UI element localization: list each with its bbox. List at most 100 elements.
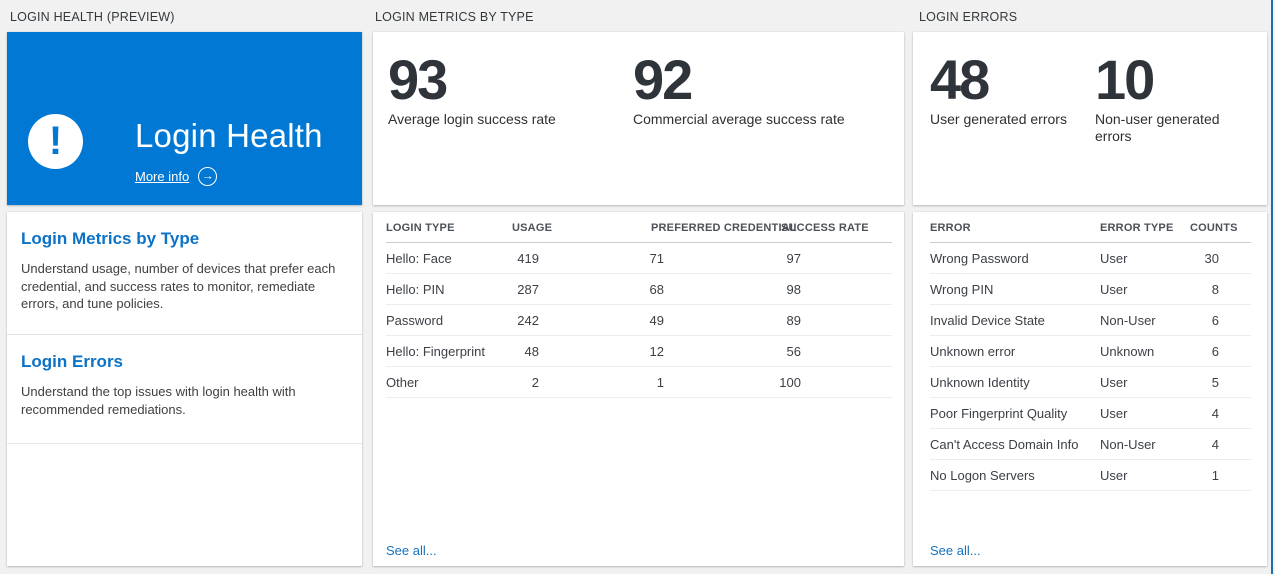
part-header-login-errors: LOGIN ERRORS [919,10,1018,24]
section-title: Login Metrics by Type [21,229,200,248]
errors-table-row: Unknown Identity User 5 [930,367,1251,398]
errors-table-row: Invalid Device State Non-User 6 [930,305,1251,336]
cell-error: Wrong PIN [930,281,994,297]
stat-average-success: 93 Average login success rate [388,48,556,128]
stat-value: 10 [1095,48,1155,111]
cell-preferred-credential: 68 [649,281,664,297]
cell-error-type: User [1100,281,1128,297]
stat-label: Average login success rate [388,111,556,127]
cell-login-type: Hello: PIN [386,281,445,297]
cell-usage: 242 [517,312,539,328]
errors-table-row: No Logon Servers User 1 [930,460,1251,491]
errors-table-row: Wrong Password User 30 [930,243,1251,274]
cell-usage: 287 [517,281,539,297]
errors-table-row: Poor Fingerprint Quality User 4 [930,398,1251,429]
section-description: Understand the top issues with login hea… [21,384,296,417]
cell-login-type: Password [386,312,444,328]
cell-error-type: User [1100,467,1128,483]
metrics-table-row: Hello: Face 419 71 97 [386,243,892,274]
cell-success-rate: 56 [786,343,801,359]
errors-table-row: Unknown error Unknown 6 [930,336,1251,367]
metrics-table-body: Hello: Face 419 71 97 Hello: PIN 287 68 … [386,243,892,398]
cell-usage: 419 [517,250,539,266]
see-all-link-errors[interactable]: See all... [930,543,981,558]
metrics-table-row: Hello: Fingerprint 48 12 56 [386,336,892,367]
cell-login-type: Hello: Face [386,250,452,266]
cell-success-rate: 98 [786,281,801,297]
login-errors-table-card: ERROR ERROR TYPE COUNTS Wrong Password U… [913,212,1267,566]
cell-error: Invalid Device State [930,312,1045,328]
errors-table-header-row: ERROR ERROR TYPE COUNTS [930,212,1251,243]
metrics-table-header-row: LOGIN TYPE USAGE PREFERRED CREDENTIAL SU… [386,212,892,243]
health-descriptions-card: Login Metrics by Type Understand usage, … [7,212,362,566]
section-description: Understand usage, number of devices that… [21,261,336,311]
errors-table-body: Wrong Password User 30 Wrong PIN User 8 … [930,243,1251,491]
header-cell-error: ERROR [930,222,971,234]
header-cell-error-type: ERROR TYPE [1100,222,1174,234]
exclamation-glyph: ! [48,118,63,163]
cell-preferred-credential: 12 [649,343,664,359]
cell-counts: 30 [1204,250,1219,266]
cell-error-type: Non-User [1100,312,1156,328]
header-cell-success-rate: SUCCESS RATE [781,222,869,234]
cell-counts: 5 [1211,374,1219,390]
stat-value: 92 [633,48,693,111]
stat-label: Non-user generated errors [1095,111,1220,144]
cell-counts: 8 [1211,281,1219,297]
cell-error: Unknown error [930,343,1016,359]
section-title: Login Errors [21,352,124,371]
part-header-login-metrics: LOGIN METRICS BY TYPE [375,10,534,24]
metrics-table-row: Other 2 1 100 [386,367,892,398]
cell-error-type: Unknown [1100,343,1155,359]
cell-error: Can't Access Domain Info [930,436,1079,452]
header-cell-usage: USAGE [512,222,553,234]
login-metrics-table-card: LOGIN TYPE USAGE PREFERRED CREDENTIAL SU… [373,212,904,566]
header-cell-login-type: LOGIN TYPE [386,222,455,234]
header-cell-preferred-credential: PREFERRED CREDENTIAL [651,222,797,234]
section-login-metrics[interactable]: Login Metrics by Type Understand usage, … [7,212,362,335]
login-metrics-stats-card: 93 Average login success rate 92 Commerc… [373,32,904,205]
cell-success-rate: 89 [786,312,801,328]
stat-commercial-success: 92 Commercial average success rate [633,48,845,128]
errors-table-row: Can't Access Domain Info Non-User 4 [930,429,1251,460]
stat-label: Commercial average success rate [633,111,845,127]
cell-error-type: User [1100,405,1128,421]
cell-usage: 48 [524,343,539,359]
cell-login-type: Hello: Fingerprint [386,343,485,359]
cell-preferred-credential: 71 [649,250,664,266]
cell-error-type: Non-User [1100,436,1156,452]
login-health-tile[interactable]: ! Login Health More info → [7,32,362,205]
cell-error: Wrong Password [930,250,1029,266]
stat-value: 48 [930,48,990,111]
cell-counts: 6 [1211,312,1219,328]
login-errors-stats-card: 48 User generated errors 10 Non-user gen… [913,32,1267,205]
see-all-link-metrics[interactable]: See all... [386,543,437,558]
hero-title: Login Health [135,117,323,154]
cell-error: No Logon Servers [930,467,1035,483]
cell-preferred-credential: 49 [649,312,664,328]
cell-preferred-credential: 1 [656,374,664,390]
stat-nonuser-errors: 10 Non-user generated errors [1095,48,1240,145]
more-info-link[interactable]: More info → [135,166,218,186]
cell-error: Poor Fingerprint Quality [930,405,1068,421]
arrow-right-icon: → [198,166,218,186]
more-info-label: More info [135,168,190,184]
cell-error: Unknown Identity [930,374,1030,390]
cell-counts: 4 [1211,436,1219,452]
cell-counts: 1 [1211,467,1219,483]
header-cell-counts: COUNTS [1190,222,1238,234]
exclamation-icon: ! [28,114,83,169]
cell-counts: 6 [1211,343,1219,359]
errors-table-row: Wrong PIN User 8 [930,274,1251,305]
cell-login-type: Other [386,374,419,390]
cell-error-type: User [1100,374,1128,390]
cell-error-type: User [1100,250,1128,266]
cell-counts: 4 [1211,405,1219,421]
metrics-table-row: Password 242 49 89 [386,305,892,336]
part-header-login-health: LOGIN HEALTH (PREVIEW) [10,10,175,24]
stat-value: 93 [388,48,448,111]
right-edge-accent-stripe [1271,0,1273,574]
section-login-errors[interactable]: Login Errors Understand the top issues w… [7,335,362,444]
stat-user-errors: 48 User generated errors [930,48,1067,128]
